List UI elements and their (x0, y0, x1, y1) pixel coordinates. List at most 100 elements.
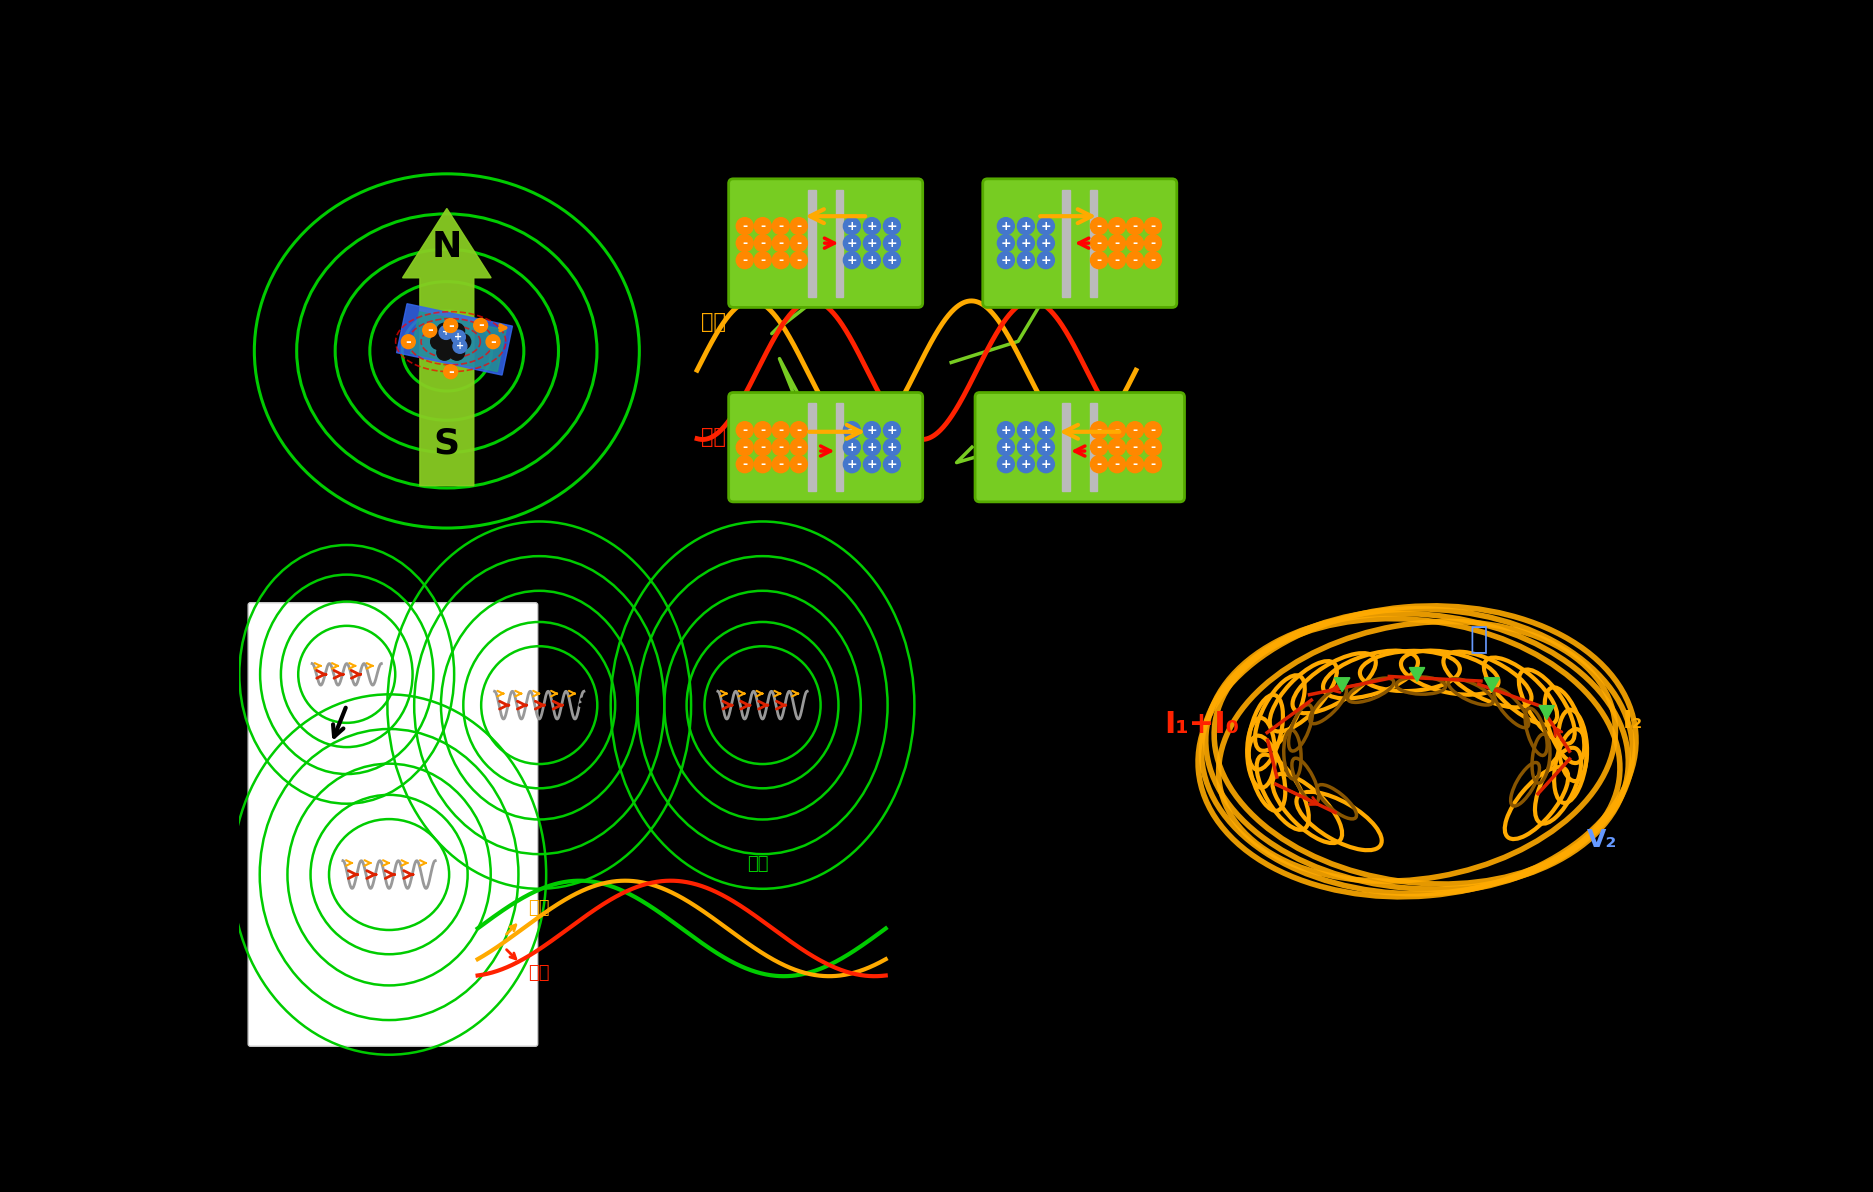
Text: -: - (760, 423, 764, 436)
Text: +: + (886, 423, 897, 436)
Circle shape (1144, 439, 1161, 455)
Circle shape (755, 235, 772, 252)
Circle shape (843, 455, 860, 473)
Text: -: - (742, 219, 747, 232)
FancyBboxPatch shape (729, 179, 922, 308)
Text: -: - (742, 441, 747, 454)
Circle shape (1126, 252, 1143, 268)
Text: +: + (886, 219, 897, 232)
Circle shape (1144, 252, 1161, 268)
Circle shape (1126, 455, 1143, 473)
Circle shape (455, 334, 470, 349)
Circle shape (736, 422, 753, 439)
Text: +: + (1000, 254, 1011, 267)
Circle shape (401, 335, 416, 348)
Text: -: - (1150, 441, 1156, 454)
Text: +: + (865, 441, 877, 454)
Text: -: - (796, 441, 802, 454)
Text: -: - (777, 254, 783, 267)
Text: -: - (1131, 441, 1137, 454)
Text: +: + (865, 237, 877, 249)
Circle shape (736, 218, 753, 235)
Circle shape (436, 323, 451, 339)
Text: -: - (1150, 219, 1156, 232)
Text: -: - (796, 458, 802, 471)
Circle shape (1038, 455, 1054, 473)
Text: -: - (742, 254, 747, 267)
Circle shape (1090, 455, 1107, 473)
Circle shape (772, 252, 789, 268)
Text: -: - (1114, 237, 1118, 249)
Text: N: N (431, 230, 463, 263)
Circle shape (1109, 252, 1126, 268)
Circle shape (772, 235, 789, 252)
Circle shape (863, 422, 880, 439)
FancyBboxPatch shape (247, 603, 538, 1047)
Bar (1090, 403, 1098, 491)
Circle shape (755, 439, 772, 455)
Circle shape (736, 455, 753, 473)
Text: 電流: 電流 (528, 899, 549, 917)
Text: +: + (1040, 458, 1051, 471)
Text: -: - (1096, 423, 1101, 436)
Circle shape (1144, 455, 1161, 473)
Circle shape (1109, 439, 1126, 455)
Text: +: + (1000, 237, 1011, 249)
Text: -: - (1131, 219, 1137, 232)
Circle shape (1109, 235, 1126, 252)
Circle shape (453, 340, 466, 353)
Bar (835, 190, 843, 297)
Text: -: - (1096, 254, 1101, 267)
Circle shape (790, 422, 807, 439)
Circle shape (882, 252, 899, 268)
Polygon shape (1408, 668, 1423, 682)
Circle shape (444, 318, 457, 333)
Circle shape (736, 252, 753, 268)
Text: -: - (742, 423, 747, 436)
Polygon shape (410, 312, 506, 372)
Circle shape (755, 455, 772, 473)
Text: +: + (847, 458, 856, 471)
Circle shape (474, 318, 487, 333)
Text: +: + (1040, 423, 1051, 436)
Circle shape (1126, 422, 1143, 439)
Circle shape (755, 422, 772, 439)
Circle shape (1090, 235, 1107, 252)
Circle shape (843, 252, 860, 268)
Circle shape (772, 218, 789, 235)
Circle shape (790, 455, 807, 473)
Text: +: + (453, 333, 463, 342)
Text: I₁+I₀: I₁+I₀ (1163, 710, 1238, 739)
Circle shape (863, 252, 880, 268)
Text: -: - (742, 458, 747, 471)
Text: -: - (1131, 254, 1137, 267)
Circle shape (1090, 252, 1107, 268)
Text: +: + (886, 441, 897, 454)
Text: -: - (478, 318, 483, 333)
Text: +: + (1040, 441, 1051, 454)
Circle shape (438, 325, 453, 340)
Text: -: - (1150, 423, 1156, 436)
Circle shape (1109, 455, 1126, 473)
Circle shape (755, 252, 772, 268)
Text: +: + (847, 237, 856, 249)
Circle shape (996, 455, 1013, 473)
Text: S: S (433, 427, 459, 460)
Circle shape (1038, 218, 1054, 235)
Text: V₂: V₂ (1586, 828, 1616, 852)
Circle shape (736, 439, 753, 455)
Text: +: + (865, 458, 877, 471)
Text: 点: 点 (1468, 625, 1487, 654)
Circle shape (1038, 422, 1054, 439)
Circle shape (843, 235, 860, 252)
Text: +: + (1021, 219, 1030, 232)
Text: -: - (742, 237, 747, 249)
Text: -: - (760, 458, 764, 471)
Text: +: + (847, 219, 856, 232)
Text: 電圧: 電圧 (528, 964, 549, 982)
Circle shape (431, 334, 446, 349)
Text: +: + (442, 328, 450, 337)
Circle shape (436, 344, 451, 360)
Circle shape (882, 422, 899, 439)
Circle shape (790, 252, 807, 268)
